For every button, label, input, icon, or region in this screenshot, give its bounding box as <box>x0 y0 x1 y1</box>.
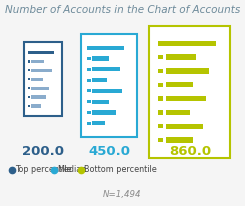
Bar <box>166 82 193 87</box>
Text: 450.0: 450.0 <box>88 145 130 158</box>
Bar <box>87 122 91 125</box>
Bar <box>158 83 163 87</box>
Bar <box>158 55 163 59</box>
Bar <box>31 95 46 99</box>
Bar <box>93 78 107 82</box>
Bar <box>158 69 163 73</box>
Bar <box>28 105 30 107</box>
Bar <box>87 100 91 103</box>
Bar <box>158 41 216 46</box>
Bar <box>28 69 30 71</box>
Bar <box>24 42 62 116</box>
Bar <box>87 46 124 50</box>
Bar <box>166 54 196 60</box>
Bar <box>87 78 91 82</box>
Bar <box>93 89 122 93</box>
Bar <box>87 68 91 71</box>
Bar <box>93 56 109 61</box>
Bar <box>31 78 43 81</box>
Text: 200.0: 200.0 <box>22 145 64 158</box>
Bar <box>31 104 41 108</box>
Bar <box>28 87 30 89</box>
Text: 860.0: 860.0 <box>169 145 211 158</box>
Bar <box>166 96 206 101</box>
Bar <box>158 124 163 129</box>
Bar <box>158 138 163 142</box>
Bar <box>28 61 30 63</box>
Bar <box>31 60 44 63</box>
Bar <box>166 137 193 143</box>
Text: Median: Median <box>57 165 86 174</box>
Bar <box>87 111 91 114</box>
Bar <box>28 51 53 54</box>
Bar <box>93 67 120 71</box>
Bar <box>166 68 209 74</box>
Bar <box>93 100 109 104</box>
Text: Number of Accounts in the Chart of Accounts: Number of Accounts in the Chart of Accou… <box>5 5 240 15</box>
Bar <box>166 110 190 115</box>
Bar <box>87 57 91 60</box>
Bar <box>158 110 163 115</box>
Text: Top percentile: Top percentile <box>15 165 72 174</box>
Bar <box>87 89 91 92</box>
Bar <box>31 69 52 72</box>
Bar <box>158 96 163 101</box>
Bar <box>93 110 116 115</box>
Bar <box>149 26 230 158</box>
Bar <box>81 34 137 137</box>
Bar <box>31 87 49 90</box>
Text: Bottom percentile: Bottom percentile <box>84 165 157 174</box>
Bar <box>166 124 203 129</box>
Bar <box>93 121 105 125</box>
Bar <box>28 78 30 80</box>
Bar <box>28 96 30 98</box>
Text: N=1,494: N=1,494 <box>103 190 142 199</box>
